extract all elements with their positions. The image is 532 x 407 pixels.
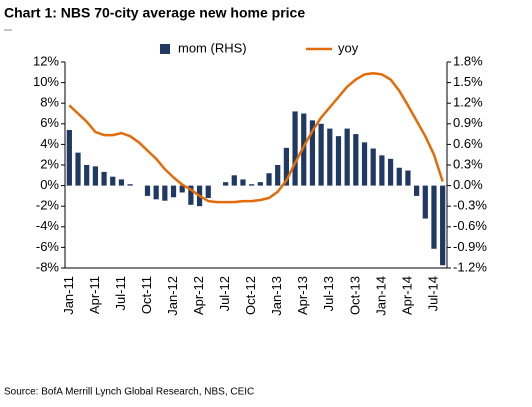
bar [153,185,159,200]
bar [101,171,107,186]
x-tick-label: Jan-14 [373,276,388,316]
y2-tick-label: -0.6% [453,218,487,233]
y-tick-label: -8% [36,259,60,274]
x-tick-label: Jan-13 [269,276,284,316]
bar [422,185,428,219]
x-tick-label: Apr-12 [191,276,206,315]
x-tick-label: Jul-13 [321,276,336,311]
bar [257,182,263,186]
y-tick-label: 10% [33,74,59,89]
bar [405,170,411,186]
y-tick-label: 8% [40,95,59,110]
bar [240,179,246,186]
bar [335,136,342,186]
bar [266,173,272,186]
legend-label: yoy [338,40,359,55]
y2-tick-label: 0.3% [453,156,483,171]
legend-swatch [160,44,170,54]
bar [92,166,98,186]
bar [249,184,255,186]
bar [361,142,368,186]
y-tick-label: -4% [36,218,60,233]
y2-tick-label: 1.8% [453,53,483,68]
bar [127,184,133,186]
bar [188,185,194,205]
bar [205,185,211,198]
bar [370,148,376,186]
bar [110,176,116,186]
bar [75,152,81,186]
x-tick-label: Jan-12 [165,276,180,316]
y-tick-label: 6% [40,115,59,130]
bar [414,185,420,196]
y-tick-label: 12% [33,53,59,68]
y2-tick-label: -1.2% [453,259,487,274]
y2-tick-label: 1.5% [453,74,483,89]
source-note: Source: BofA Merrill Lynch Global Resear… [4,387,254,398]
x-tick-label: Apr-14 [399,276,414,315]
bar [170,185,177,198]
bar [179,185,185,193]
x-tick-label: Oct-12 [243,276,258,315]
bar [231,175,237,186]
x-tick-label: Oct-13 [347,276,362,315]
bar [396,167,402,186]
x-tick-label: Jul-11 [113,276,128,310]
x-tick-label: Apr-11 [87,276,102,314]
bar [387,158,394,186]
bar [84,165,90,186]
bar [327,128,333,186]
bar [223,182,229,186]
bar [344,128,350,186]
bar [301,113,307,186]
x-tick-label: Apr-13 [295,276,310,315]
y2-tick-label: 0.0% [453,177,483,192]
y-tick-label: 2% [40,156,59,171]
bar [162,185,168,201]
y2-tick-label: 1.2% [453,95,483,110]
bar [309,120,316,186]
x-tick-label: Oct-11 [139,276,154,314]
bar [431,185,437,249]
bar [379,155,385,186]
bar [292,111,298,186]
y-tick-label: -2% [36,198,60,213]
bar [275,165,281,186]
legend-label: mom (RHS) [178,40,247,55]
bar [118,179,125,186]
y2-tick-label: -0.3% [453,198,487,213]
x-tick-label: Jul-12 [217,276,232,311]
y2-tick-label: 0.6% [453,136,483,151]
bar [66,129,72,186]
y-tick-label: -6% [36,239,60,254]
bar [353,134,359,186]
bar [440,185,446,266]
bar [283,147,289,186]
bar [318,123,324,186]
chart-title: Chart 1: NBS 70-city average new home pr… [4,5,305,21]
y-tick-label: 0% [40,177,59,192]
x-tick-label: Jul-14 [425,276,440,311]
y-tick-label: 4% [40,136,59,151]
bar [144,185,151,196]
y2-tick-label: -0.9% [453,239,487,254]
y2-tick-label: 0.9% [453,115,483,130]
line [68,72,444,204]
x-tick-label: Jan-11 [61,276,76,315]
